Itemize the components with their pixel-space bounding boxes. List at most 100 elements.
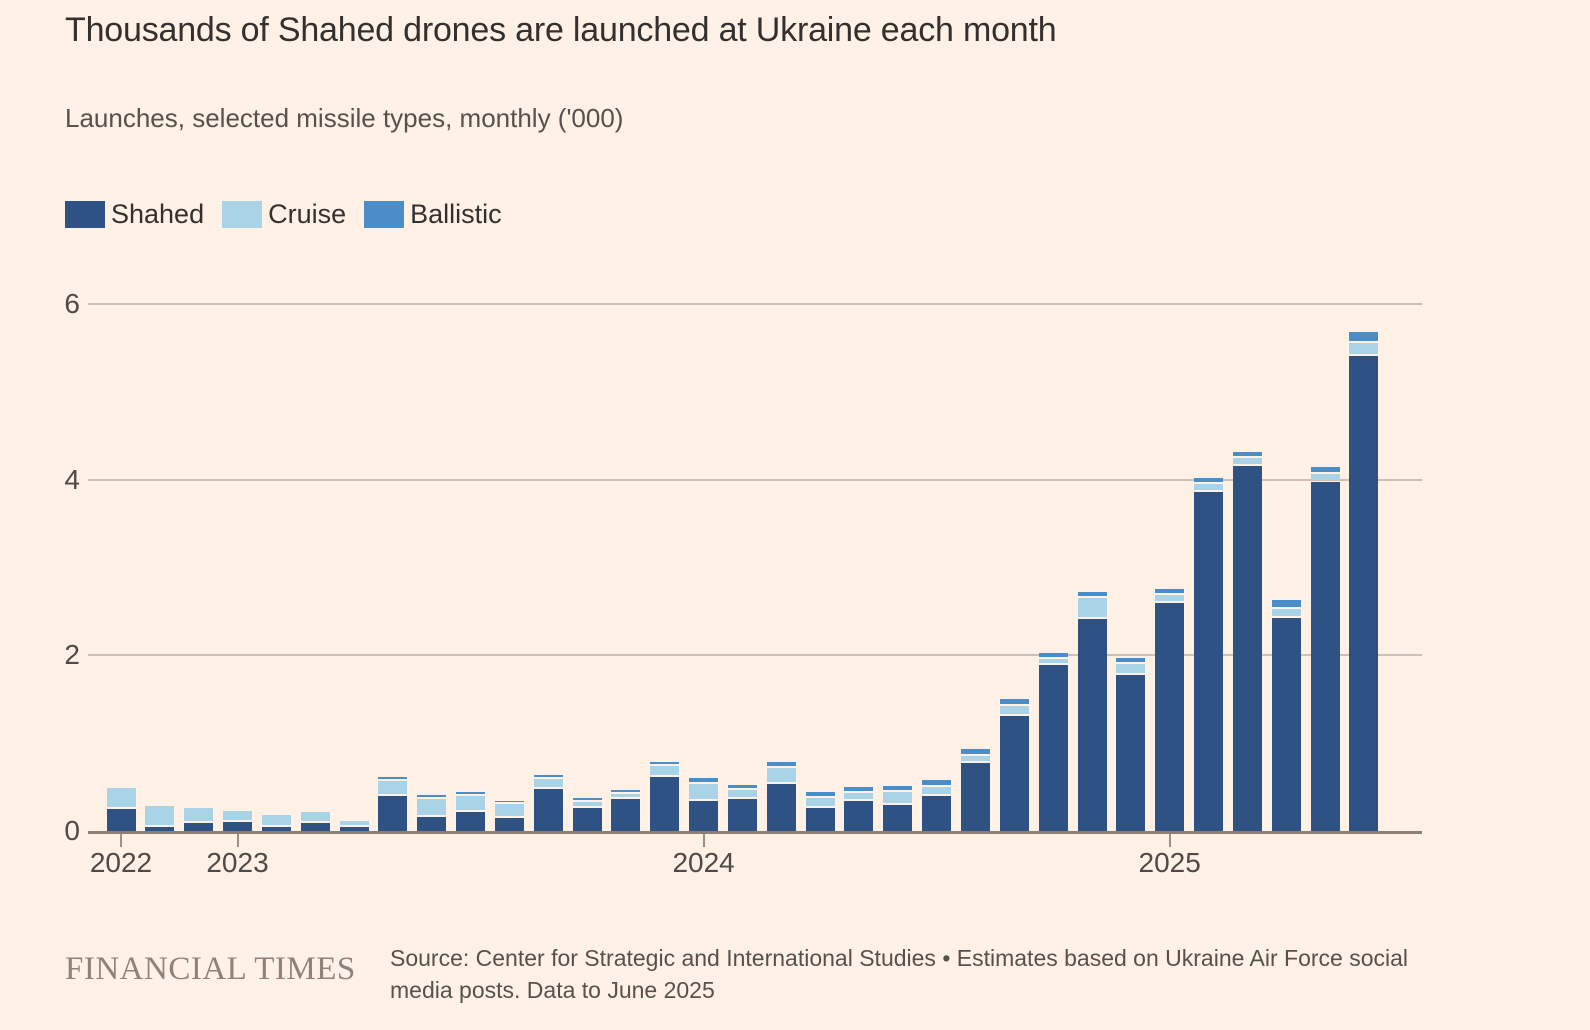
bar-segment-shahed-sep-2023 (533, 788, 563, 831)
bar-segment-shahed-apr-2023 (339, 826, 369, 831)
bar-segment-shahed-jan-2023 (223, 822, 253, 831)
bar-segment-shahed-sep-2024 (999, 715, 1029, 831)
y-axis-label-0: 0 (64, 815, 80, 846)
bar-segment-shahed-oct-2022 (106, 809, 136, 831)
y-axis-label-6: 6 (64, 288, 80, 320)
bar-segment-cruise-mar-2024 (766, 767, 796, 783)
bar-segment-cruise-jan-2023 (223, 811, 253, 821)
bar-segment-ballistic-mar-2024 (766, 762, 796, 766)
bar-segment-cruise-nov-2024 (1077, 598, 1107, 618)
legend-label-shahed: Shahed (111, 199, 205, 229)
bar-segment-shahed-nov-2023 (611, 799, 641, 831)
bar-segment-shahed-nov-2024 (1077, 619, 1107, 831)
legend-item-cruise: Cruise (222, 199, 346, 230)
bar-segment-ballistic-sep-2023 (533, 775, 563, 777)
bar-segment-shahed-dec-2024 (1116, 674, 1146, 831)
bar-segment-ballistic-dec-2023 (650, 762, 680, 764)
bar-segment-cruise-oct-2024 (1038, 658, 1068, 664)
y-axis-label-4: 4 (64, 463, 80, 495)
bar-segment-cruise-jan-2024 (689, 784, 719, 800)
legend-swatch-shahed (65, 201, 105, 228)
bar-segment-ballistic-apr-2025 (1271, 600, 1301, 607)
bar-segment-shahed-jun-2023 (417, 816, 447, 831)
legend-swatch-ballistic (364, 201, 405, 228)
bar-segment-cruise-oct-2022 (106, 787, 136, 808)
bar-segment-ballistic-oct-2023 (572, 798, 602, 800)
bar-segment-shahed-mar-2024 (766, 784, 796, 831)
bar-segment-shahed-jun-2024 (883, 804, 913, 831)
page-title: Thousands of Shahed drones are launched … (65, 11, 1057, 49)
bar-segment-shahed-aug-2023 (494, 817, 524, 831)
bar-segment-cruise-dec-2024 (1116, 663, 1146, 673)
bar-segment-ballistic-nov-2024 (1077, 591, 1107, 597)
gridline-2 (88, 654, 1422, 657)
source-note: Source: Center for Strategic and Interna… (390, 945, 1409, 1003)
x-axis-baseline (88, 831, 1422, 834)
bar-segment-ballistic-jul-2024 (922, 779, 952, 785)
bar-segment-ballistic-oct-2024 (1038, 653, 1068, 657)
bar-segment-cruise-feb-2023 (261, 814, 291, 826)
bar-segment-cruise-apr-2025 (1271, 608, 1301, 616)
bar-segment-cruise-dec-2022 (184, 807, 214, 822)
bar-segment-ballistic-apr-2024 (805, 791, 835, 797)
legend-label-ballistic: Ballistic (410, 199, 502, 229)
bar-segment-shahed-mar-2023 (300, 823, 330, 831)
bar-segment-ballistic-aug-2023 (494, 800, 524, 803)
legend-label-cruise: Cruise (268, 199, 347, 229)
gridline-6 (88, 303, 1422, 306)
bar-segment-cruise-may-2025 (1310, 474, 1340, 481)
bar-segment-cruise-jun-2024 (883, 792, 913, 803)
bar-segment-cruise-jul-2023 (456, 795, 486, 810)
ft-logo: FINANCIAL TIMES (65, 951, 356, 987)
bar-segment-shahed-apr-2025 (1271, 617, 1301, 831)
bar-segment-ballistic-may-2023 (378, 776, 408, 779)
chart-subtitle: Launches, selected missile types, monthl… (65, 103, 624, 133)
bar-segment-cruise-dec-2023 (650, 765, 680, 776)
bar-segment-cruise-jun-2025 (1349, 343, 1379, 354)
bar-segment-shahed-feb-2025 (1194, 492, 1224, 831)
bar-segment-cruise-may-2023 (378, 780, 408, 794)
bar-segment-cruise-sep-2023 (533, 778, 563, 787)
bar-segment-shahed-jun-2025 (1349, 356, 1379, 831)
bar-segment-cruise-jul-2024 (922, 786, 952, 794)
bar-segment-shahed-jul-2024 (922, 795, 952, 831)
bar-segment-shahed-mar-2025 (1232, 465, 1262, 831)
bar-segment-shahed-jul-2023 (456, 811, 486, 831)
bar-segment-cruise-feb-2025 (1194, 483, 1224, 491)
bar-segment-shahed-oct-2024 (1038, 665, 1068, 831)
bar-segment-ballistic-jun-2025 (1349, 331, 1379, 342)
bar-segment-cruise-aug-2023 (494, 804, 524, 816)
bar-segment-cruise-apr-2023 (339, 821, 369, 825)
bar-segment-ballistic-sep-2024 (999, 698, 1029, 705)
bar-segment-shahed-may-2024 (844, 801, 874, 831)
x-tick-2025 (1168, 834, 1171, 847)
bar-segment-ballistic-may-2024 (844, 786, 874, 791)
bar-segment-shahed-dec-2022 (184, 823, 214, 831)
bar-segment-ballistic-feb-2024 (727, 784, 757, 789)
bar-segment-ballistic-aug-2024 (960, 748, 990, 755)
bar-segment-shahed-aug-2024 (960, 762, 990, 831)
x-axis-label-2023: 2023 (206, 847, 269, 878)
bar-segment-shahed-dec-2023 (650, 777, 680, 831)
x-axis-label-2025: 2025 (1138, 847, 1201, 878)
bar-segment-shahed-may-2023 (378, 795, 408, 831)
bar-segment-cruise-sep-2024 (999, 706, 1029, 714)
y-axis-label-2: 2 (64, 639, 80, 671)
bar-segment-shahed-nov-2022 (145, 826, 175, 831)
bar-segment-shahed-oct-2023 (572, 808, 602, 831)
x-axis-label-2022: 2022 (89, 847, 153, 878)
x-axis-label-2024: 2024 (672, 847, 735, 878)
bar-segment-shahed-apr-2024 (805, 808, 835, 831)
bar-segment-cruise-nov-2023 (611, 793, 641, 798)
legend-item-shahed: Shahed (65, 199, 204, 230)
bar-segment-cruise-mar-2023 (300, 812, 330, 822)
legend-swatch-cruise (222, 201, 263, 228)
x-tick-2024 (702, 834, 705, 847)
bar-segment-shahed-jan-2025 (1155, 602, 1185, 831)
bar-segment-shahed-jan-2024 (689, 801, 719, 831)
bar-segment-cruise-jan-2025 (1155, 595, 1185, 601)
bar-segment-ballistic-dec-2024 (1116, 657, 1146, 662)
bar-segment-ballistic-nov-2023 (611, 790, 641, 792)
